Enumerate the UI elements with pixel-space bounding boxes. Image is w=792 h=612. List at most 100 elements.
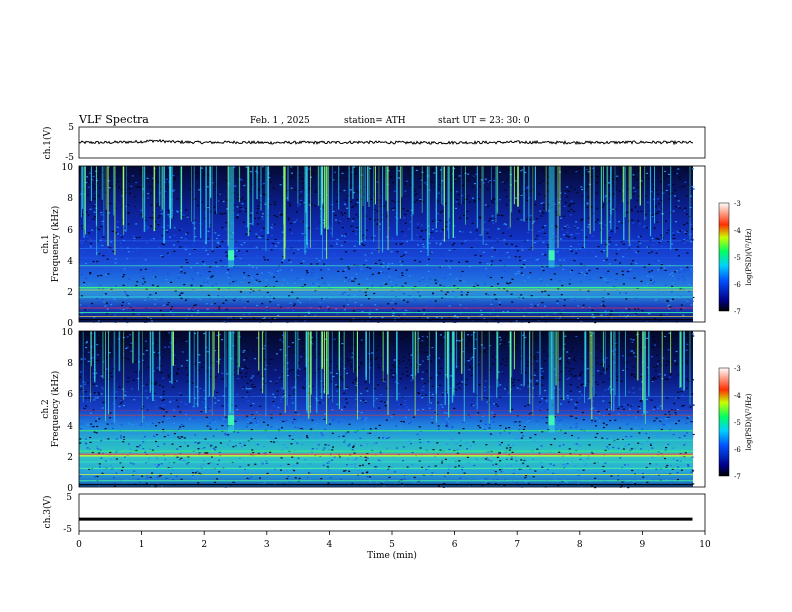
spectrogram-speckle [453,242,456,244]
spectrogram-speckle [577,272,580,274]
spectrogram-speckle [641,443,643,445]
spectrogram-speckle [126,321,129,324]
spectrogram-speckle [122,441,125,443]
spectrogram-speckle [439,242,442,244]
spectrogram-speckle [462,214,465,216]
spectrogram-speckle [319,195,322,197]
spectrogram-speckle [201,401,204,403]
spectrogram-speckle [310,263,313,265]
spectrogram-speckle [514,338,517,341]
spectrogram-speckle [154,177,157,179]
spectrogram-speckle [559,192,562,194]
spectrogram-speckle [124,225,127,227]
spectrogram-speckle [158,290,161,292]
spectrogram-speckle [585,202,588,204]
spectrogram-speckle [637,411,640,413]
spectrogram-speckle [343,189,346,192]
spectrogram-speckle [270,358,273,360]
spectrogram-speckle [336,403,339,405]
spectrogram-speckle [660,305,663,307]
spectrogram-speckle [237,175,240,178]
spectrogram-speckle [409,184,412,186]
spectrogram-speckle [448,316,451,318]
spectrogram-speckle [642,476,645,478]
spectrogram-speckle [441,392,444,394]
spectrogram-speckle [184,299,187,301]
spectrogram-speckle [588,444,591,446]
spectrogram-speckle [477,412,480,414]
spectrogram-speckle [541,384,544,386]
spectrogram-speckle [167,282,169,284]
spectrogram-speckle [224,471,227,473]
spectrogram-speckle [669,273,671,276]
spectrogram-speckle [479,309,482,312]
ch1-ytick-top: 5 [68,123,74,133]
spectrogram-speckle [173,354,176,356]
spectrogram-speckle [526,361,529,363]
spectrogram-speckle [439,262,442,265]
spectrogram-speckle [159,309,162,312]
spectrogram-speckle [162,393,165,395]
spectrogram-speckle [611,389,614,391]
spectrogram-speckle [205,249,208,251]
spectrogram-streak [348,166,350,218]
spectrogram-speckle [295,376,298,378]
spectrogram-speckle [93,211,96,213]
spectrogram-speckle [556,251,559,253]
spectrogram-speckle [270,226,273,228]
spectrogram-speckle [379,295,382,297]
spectrogram-speckle [505,196,508,198]
spectrogram-speckle [514,180,517,182]
spectrogram-speckle [564,192,567,194]
spectrogram-speckle [141,303,144,305]
spectrogram-speckle [363,193,366,195]
spectrogram-speckle [692,433,695,436]
spectrogram-speckle [540,374,543,376]
spectrogram-speckle [523,259,526,261]
spectrogram-speckle [92,362,95,365]
spectrogram-speckle [428,441,431,443]
spectrogram-speckle [101,472,104,474]
spectrogram-speckle [341,235,343,237]
spectrogram-speckle [524,336,527,339]
spectrogram-speckle [203,389,206,391]
spectrogram-speckle [144,340,147,342]
spectrogram-speckle [352,230,355,232]
spectrogram-speckle [297,427,300,429]
spectrogram-speckle [127,223,130,225]
spectrogram-speckle [406,291,408,293]
spectrogram-speckle [674,355,677,357]
spectrogram-speckle [232,316,235,318]
spectrogram-speckle [680,456,683,458]
spectrogram-speckle [502,232,505,234]
spectrogram-speckle [692,483,695,485]
spectrogram-speckle [417,291,420,293]
spectrogram-speckle [484,283,486,285]
spectrogram-speckle [599,373,602,375]
spectrogram-streak [373,166,375,242]
spectrogram-speckle [111,423,114,425]
spectrogram-speckle [546,244,549,246]
spectrogram-speckle [512,382,515,384]
spectrogram-speckle [430,181,433,183]
spectrogram-speckle [423,313,426,315]
spectrogram-speckle [677,397,680,399]
spectrogram-speckle [642,261,645,263]
spectrogram-speckle [173,433,176,435]
spectrogram-speckle [386,215,389,217]
spectrogram-speckle [234,297,237,299]
spectrogram-speckle [93,188,96,190]
spectrogram-speckle [192,382,195,384]
spectrogram-speckle [590,176,593,178]
spectrogram-speckle [93,399,96,401]
spectrogram-speckle [452,438,455,440]
spectrogram-speckle [221,246,224,248]
spectrogram-speckle [670,291,673,293]
spectrogram-speckle [633,175,636,178]
spectrogram-speckle [152,187,155,189]
spectrogram-speckle [672,433,675,436]
spectrogram-speckle [397,360,400,362]
spectrogram-speckle [157,342,160,344]
spectrogram-speckle [161,198,164,200]
spectrogram-speckle [497,214,500,216]
